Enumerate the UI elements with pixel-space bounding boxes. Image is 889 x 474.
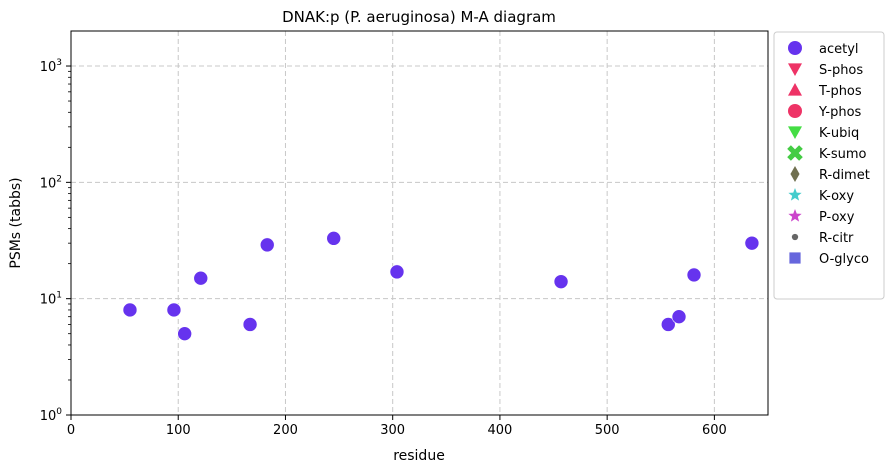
legend-label: K-ubiq <box>819 126 859 141</box>
data-point-acetyl <box>326 231 342 246</box>
legend-marker-K-oxy <box>788 188 802 201</box>
y-tick-label: 102 <box>40 174 62 191</box>
y-axis-title: PSMs (tabbs) <box>8 177 24 268</box>
legend-marker-T-phos <box>788 83 802 96</box>
data-point-acetyl <box>259 237 275 253</box>
x-tick-label: 600 <box>702 423 727 438</box>
legend-marker-S-phos <box>788 63 802 76</box>
legend-item: R-dimet <box>790 165 870 183</box>
data-points <box>122 231 760 341</box>
legend-marker-R-citr <box>791 233 799 241</box>
x-tick-label: 200 <box>273 423 298 438</box>
y-tick-label: 101 <box>40 291 62 308</box>
legend-item: R-citr <box>791 231 854 246</box>
legend-item: P-oxy <box>788 209 855 225</box>
legend-label: S-phos <box>819 63 863 78</box>
y-axis-ticks: 100 101 102 103 <box>40 58 71 424</box>
legend-label: R-citr <box>819 231 854 246</box>
x-tick-label: 400 <box>488 423 513 438</box>
grid <box>71 31 768 415</box>
plot-area-frame <box>70 30 769 416</box>
legend-item: Y-phos <box>788 104 862 120</box>
data-point-acetyl <box>553 274 569 289</box>
legend-label: K-oxy <box>819 189 854 204</box>
x-tick-label: 500 <box>595 423 620 438</box>
legend-label: K-sumo <box>819 147 867 162</box>
legend-label: acetyl <box>819 42 859 57</box>
legend-marker-Y-phos <box>788 104 802 118</box>
x-tick-label: 0 <box>67 423 75 438</box>
y-tick-label: 100 <box>40 407 63 424</box>
x-tick-label: 100 <box>166 423 191 438</box>
data-point-acetyl <box>177 326 192 341</box>
legend-label: O-glyco <box>819 252 869 267</box>
legend-item: K-oxy <box>788 188 854 204</box>
legend-label: R-dimet <box>819 168 870 183</box>
data-point-acetyl <box>744 235 760 251</box>
legend-item: S-phos <box>788 63 863 78</box>
data-point-acetyl <box>122 302 138 318</box>
legend-label: T-phos <box>818 84 862 99</box>
legend-marker-O-glyco <box>789 252 801 264</box>
legend-item: T-phos <box>788 83 862 99</box>
x-tick-label: 300 <box>380 423 405 438</box>
legend-frame <box>773 31 885 300</box>
legend-marker-R-dimet <box>790 165 800 183</box>
legend: acetyl S-phos T-phos Y-phos K-ubiq K-sumo R-di… <box>773 31 885 300</box>
data-point-acetyl <box>389 264 405 280</box>
chart-title: DNAK:p (P. aeruginosa) M-A diagram <box>282 8 556 26</box>
x-axis-title: residue <box>393 448 445 464</box>
data-point-acetyl <box>686 267 702 283</box>
data-point-acetyl <box>671 309 687 324</box>
legend-marker-P-oxy <box>788 209 802 222</box>
legend-label: P-oxy <box>819 210 855 225</box>
legend-item: acetyl <box>788 41 859 57</box>
data-point-acetyl <box>660 317 676 332</box>
legend-label: Y-phos <box>818 105 862 120</box>
legend-marker-K-ubiq <box>788 126 802 139</box>
data-point-acetyl <box>193 270 209 286</box>
y-tick-label: 103 <box>40 58 62 75</box>
data-point-acetyl <box>166 302 182 318</box>
legend-item: O-glyco <box>789 252 869 267</box>
legend-marker-K-sumo <box>787 145 803 161</box>
data-point-acetyl <box>242 317 258 332</box>
legend-item: K-ubiq <box>788 126 859 141</box>
legend-marker-acetyl <box>788 41 802 55</box>
legend-item: K-sumo <box>787 145 867 162</box>
x-axis-ticks: 0 100 200 300 400 500 600 <box>67 415 727 438</box>
